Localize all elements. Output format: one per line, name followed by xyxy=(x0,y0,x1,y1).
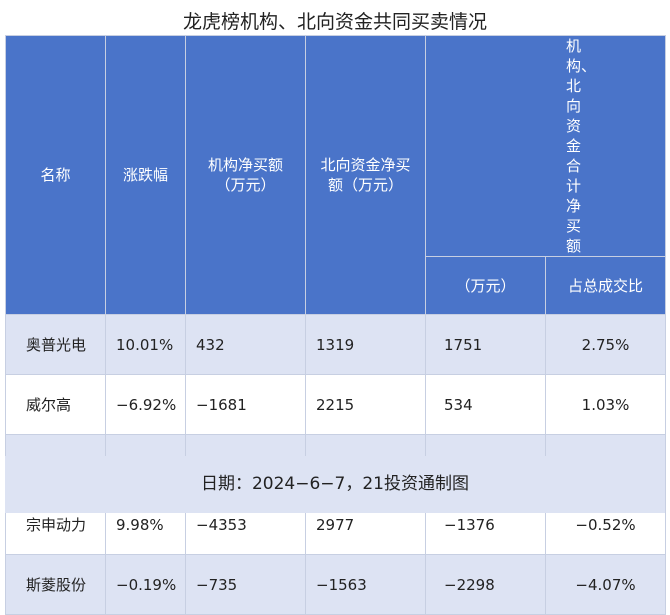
cell-name: 奥普光电 xyxy=(5,314,106,375)
header-name: 名称 xyxy=(5,35,106,315)
cell-inst-net: −1681 xyxy=(185,374,306,435)
cell-combined: −2298 xyxy=(425,554,546,615)
header-inst-net: 机构净买额（万元） xyxy=(185,35,306,315)
table-row: 斯菱股份 −0.19% −735 −1563 −2298 −4.07% xyxy=(5,554,667,615)
cell-combined: 534 xyxy=(425,374,546,435)
data-table: 名称 涨跌幅 机构净买额（万元） 北向资金净买额（万元） 机构、北向资金合计净买… xyxy=(5,35,667,615)
cell-north-net: −1563 xyxy=(305,554,426,615)
header-turnover-ratio: 占总成交比 xyxy=(544,256,667,315)
header-combined-unit: （万元） xyxy=(425,256,546,315)
table-title: 龙虎榜机构、北向资金共同买卖情况 xyxy=(182,11,487,33)
cell-north-net: 1319 xyxy=(305,314,426,375)
cell-change: 10.01% xyxy=(105,314,186,375)
cell-name: 斯菱股份 xyxy=(5,554,106,615)
header-combined-group: 机构、北向资金合计净买额 xyxy=(424,35,667,257)
cell-inst-net: −735 xyxy=(185,554,306,615)
footer-caption: 日期：2024−6−7，21投资通制图 xyxy=(5,456,665,513)
cell-change: −6.92% xyxy=(105,374,186,435)
header-north-net: 北向资金净买额（万元） xyxy=(305,35,426,315)
cell-ratio: 1.03% xyxy=(544,374,667,435)
table-row: 奥普光电 10.01% 432 1319 1751 2.75% xyxy=(5,314,667,375)
cell-ratio: −4.07% xyxy=(544,554,667,615)
cell-combined: 1751 xyxy=(425,314,546,375)
header-change: 涨跌幅 xyxy=(105,35,186,315)
cell-name: 威尔高 xyxy=(5,374,106,435)
cell-ratio: 2.75% xyxy=(544,314,667,375)
cell-inst-net: 432 xyxy=(185,314,306,375)
cell-change: −0.19% xyxy=(105,554,186,615)
cell-north-net: 2215 xyxy=(305,374,426,435)
table-row: 威尔高 −6.92% −1681 2215 534 1.03% xyxy=(5,374,667,435)
